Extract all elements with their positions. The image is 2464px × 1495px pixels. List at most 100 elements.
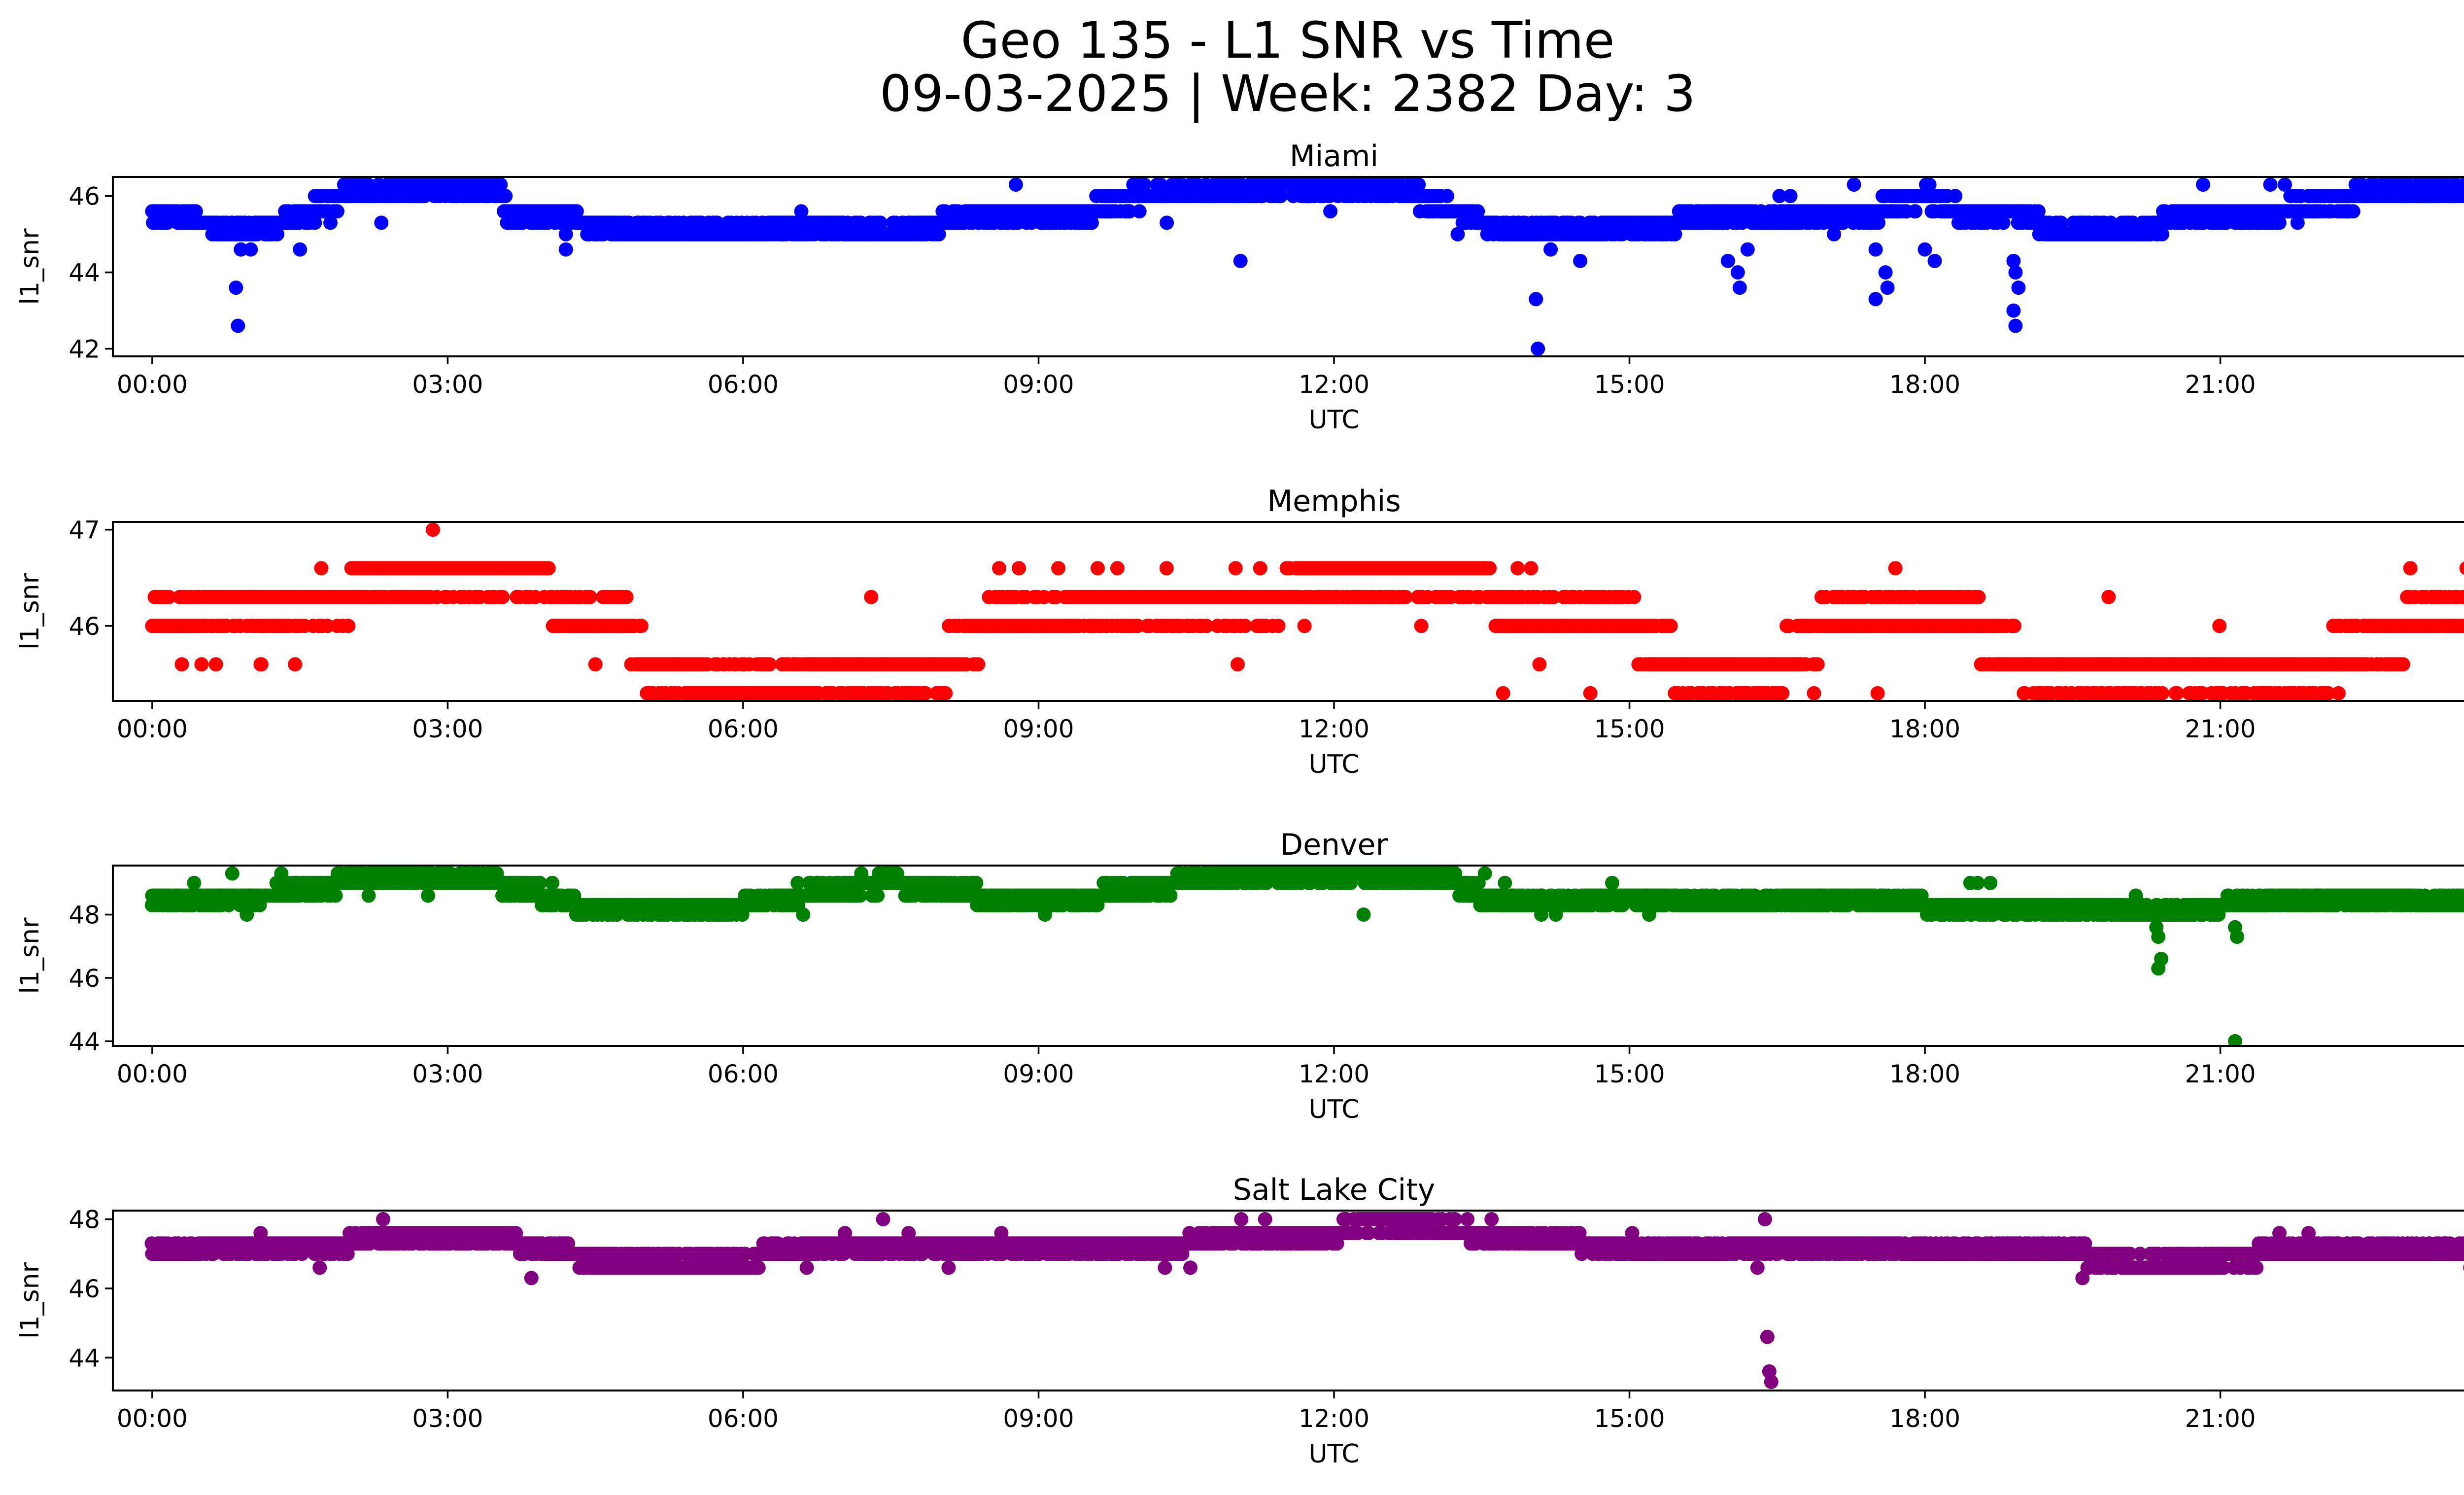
data-point-outlier — [1531, 342, 1545, 356]
x-tick-label: 18:00 — [1889, 715, 1960, 743]
data-point — [2155, 227, 2169, 242]
data-point — [1783, 189, 1798, 204]
y-axis-label: l1_snr — [15, 228, 45, 305]
data-point — [1627, 590, 1642, 604]
data-point — [1810, 657, 1825, 672]
data-point — [2170, 686, 2184, 700]
data-point-outlier — [864, 590, 879, 604]
data-point — [794, 204, 809, 219]
data-point-outlier — [1110, 561, 1125, 576]
data-point-outlier — [194, 657, 209, 672]
data-point — [1772, 189, 1787, 204]
data-point — [208, 657, 223, 672]
data-point-outlier — [1524, 561, 1539, 576]
data-point-outlier — [558, 242, 573, 257]
subplot-title: Miami — [1290, 139, 1378, 174]
data-point-outlier — [231, 318, 245, 333]
data-point — [2461, 620, 2464, 632]
data-point — [873, 215, 888, 230]
data-point-outlier — [1012, 561, 1026, 576]
data-point — [619, 590, 634, 604]
data-point — [361, 888, 376, 903]
data-point-outlier — [1878, 265, 1893, 280]
data-point — [796, 907, 811, 922]
data-point — [853, 888, 867, 903]
data-point — [2196, 177, 2210, 192]
data-point — [1084, 215, 1099, 230]
data-point-outlier — [1888, 561, 1903, 576]
data-point — [1132, 204, 1147, 219]
data-point-outlier — [2008, 265, 2023, 280]
data-point-outlier — [243, 242, 258, 257]
x-tick-label: 03:00 — [412, 370, 483, 399]
x-tick-label: 15:00 — [1594, 715, 1665, 743]
data-point — [2031, 204, 2046, 219]
data-point-outlier — [1868, 242, 1883, 257]
data-point-outlier — [2006, 253, 2021, 268]
data-point — [790, 875, 805, 890]
data-point-outlier — [1228, 561, 1243, 576]
data-point-outlier — [1880, 280, 1895, 295]
data-point — [2053, 215, 2068, 230]
scatter-points — [145, 177, 2464, 356]
data-point — [2460, 178, 2464, 191]
x-tick-label: 12:00 — [1299, 715, 1369, 743]
data-point — [971, 657, 986, 672]
subplot-title: Memphis — [1267, 484, 1401, 519]
data-point — [569, 204, 584, 219]
data-point — [2396, 657, 2410, 672]
data-point — [188, 204, 203, 219]
data-point — [1583, 686, 1598, 700]
data-point-outlier — [992, 561, 1006, 576]
data-point — [361, 177, 376, 192]
data-point-outlier — [1159, 561, 1174, 576]
x-tick-label: 00:00 — [117, 370, 188, 399]
data-point — [969, 875, 984, 890]
data-point-outlier — [1543, 242, 1558, 257]
data-point — [2458, 590, 2464, 604]
data-point — [1153, 177, 1168, 192]
data-point-outlier — [1253, 561, 1267, 576]
data-point — [2212, 619, 2227, 633]
data-point — [1450, 227, 1465, 242]
data-point — [1273, 189, 1288, 204]
data-point — [1271, 619, 1286, 633]
data-point — [374, 215, 389, 230]
data-point — [1847, 177, 1861, 192]
data-point-outlier — [1051, 561, 1065, 576]
x-tick-label: 15:00 — [1594, 370, 1665, 399]
data-point — [187, 875, 202, 890]
data-point — [1532, 657, 1547, 672]
data-point-outlier — [234, 242, 248, 257]
data-point-outlier — [2006, 303, 2021, 318]
data-point — [308, 215, 322, 230]
data-point-outlier — [2011, 280, 2026, 295]
data-point — [1922, 177, 1937, 192]
data-point-outlier — [293, 242, 308, 257]
data-point — [710, 215, 724, 230]
data-point — [1870, 686, 1885, 700]
data-point-outlier — [174, 657, 189, 672]
data-point — [1546, 590, 1561, 604]
y-tick-label: 42 — [68, 335, 100, 364]
data-point — [328, 888, 343, 903]
data-point — [2101, 590, 2116, 604]
data-point — [1836, 215, 1850, 230]
axes-frame — [112, 521, 2464, 702]
data-point — [498, 189, 513, 204]
x-tick-label: 03:00 — [412, 715, 483, 743]
data-point — [1399, 590, 1413, 604]
data-point — [2290, 215, 2305, 230]
data-point — [2155, 686, 2169, 700]
data-point — [314, 561, 329, 576]
data-point-outlier — [1868, 292, 1883, 307]
x-tick-label: 09:00 — [1003, 715, 1074, 743]
scatter-points — [145, 522, 2464, 700]
data-point-outlier — [288, 657, 303, 672]
data-point — [762, 657, 777, 672]
data-point-outlier — [2008, 318, 2023, 333]
data-point-outlier — [1927, 253, 1942, 268]
x-tick-label: 18:00 — [1889, 370, 1960, 399]
